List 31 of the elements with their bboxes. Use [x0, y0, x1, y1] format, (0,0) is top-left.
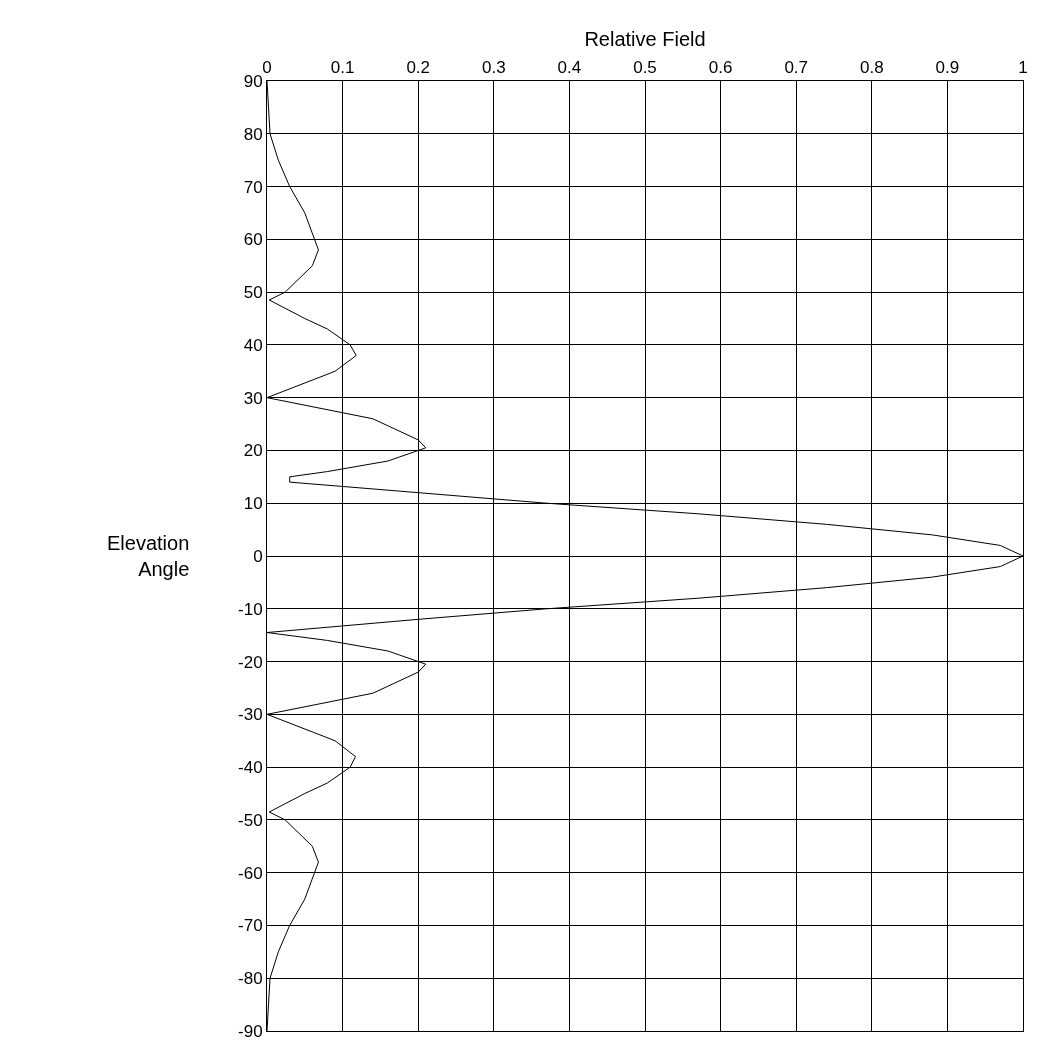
x-tick-label: 0.4: [557, 58, 582, 78]
y-tick-label: -20: [238, 652, 263, 672]
y-tick-label: 50: [243, 283, 263, 303]
x-tick-label: 0.9: [935, 58, 960, 78]
y-tick-label: -90: [238, 1021, 263, 1041]
y-tick-label: -30: [238, 705, 263, 725]
y-tick-label: 90: [243, 71, 263, 91]
y-tick-label: 80: [243, 124, 263, 144]
y-tick-label: 10: [243, 494, 263, 514]
x-tick-label: 0.2: [406, 58, 431, 78]
y-tick-label: -40: [238, 758, 263, 778]
y-tick-label: -10: [238, 599, 263, 619]
y-tick-label: 40: [243, 335, 263, 355]
x-tick-label: 0.7: [784, 58, 809, 78]
y-tick-label: 30: [243, 388, 263, 408]
x-tick-label: 1: [1018, 58, 1028, 78]
y-tick-label: 60: [243, 230, 263, 250]
y-tick-label: 20: [243, 441, 263, 461]
y-tick-label: -80: [238, 969, 263, 989]
x-axis-title: Relative Field: [584, 27, 706, 50]
x-tick-label: 0.5: [633, 58, 657, 78]
y-tick-label: -60: [238, 863, 263, 883]
x-tick-label: 0.1: [330, 58, 355, 78]
y-tick-label: -50: [238, 810, 263, 830]
x-tick-label: 0.6: [708, 58, 733, 78]
y-axis-title: Elevation Angle: [107, 532, 190, 580]
x-tick-label: 0.8: [859, 58, 884, 78]
y-tick-label: 70: [243, 177, 263, 197]
y-tick-label: -70: [238, 916, 263, 936]
y-tick-label: 0: [253, 546, 263, 566]
x-tick-label: 0.3: [481, 58, 506, 78]
